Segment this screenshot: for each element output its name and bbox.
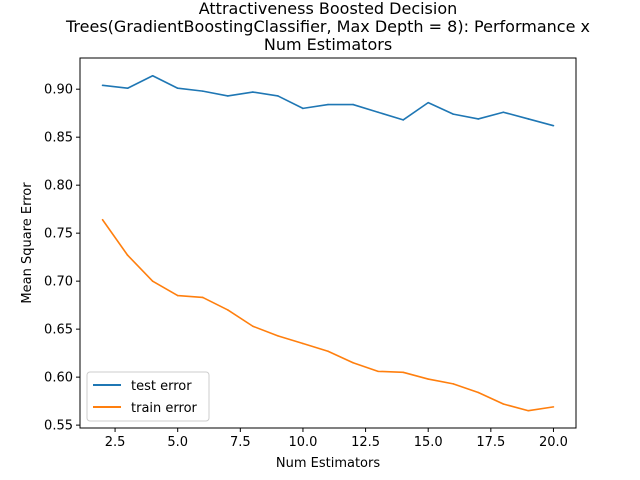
x-axis-label: Num Estimators — [276, 456, 380, 471]
data-point-train-error — [327, 350, 329, 353]
y-axis: 0.55 0.60 0.65 0.70 0.75 0.80 0.85 0.90 — [44, 83, 80, 434]
x-tick-label: 15.0 — [414, 435, 443, 450]
data-point-test-error — [101, 84, 104, 87]
data-point-train-error — [402, 371, 404, 374]
data-point-train-error — [502, 403, 505, 405]
data-point-test-error — [277, 95, 279, 97]
data-point-train-error — [302, 342, 304, 345]
plot-area — [79, 57, 577, 429]
data-point-train-error — [352, 361, 354, 364]
data-point-train-error — [452, 383, 455, 385]
data-point-train-error — [226, 309, 229, 311]
data-point-train-error — [377, 370, 379, 373]
data-point-test-error — [552, 124, 555, 127]
plot-background — [80, 58, 576, 428]
y-tick-label: 0.65 — [44, 323, 73, 338]
data-point-train-error — [176, 294, 179, 297]
data-point-train-error — [277, 335, 279, 337]
chart-title-line-1: Attractiveness Boosted Decision — [199, 0, 458, 18]
y-axis-label: Mean Square Error — [20, 182, 35, 304]
y-tick-label: 0.85 — [44, 131, 73, 146]
data-point-test-error — [527, 118, 530, 120]
data-point-train-error — [201, 296, 204, 299]
data-point-train-error — [477, 391, 480, 394]
data-point-test-error — [477, 118, 480, 120]
y-tick-label: 0.75 — [44, 227, 73, 242]
chart-title: Attractiveness Boosted Decision Trees(Gr… — [65, 0, 590, 54]
data-point-test-error — [126, 87, 129, 90]
y-tick-label: 0.70 — [44, 275, 73, 290]
data-point-test-error — [452, 113, 455, 115]
x-axis: 2.5 5.0 7.5 10.0 12.5 15.0 17.5 20.0 — [105, 428, 568, 450]
x-tick-label: 12.5 — [351, 435, 380, 450]
x-tick-label: 5.0 — [167, 435, 188, 450]
x-tick-label: 17.5 — [476, 435, 505, 450]
chart-title-line-2: Trees(GradientBoostingClassifier, Max De… — [65, 17, 590, 36]
legend: test error train error — [86, 371, 210, 422]
y-tick-label: 0.90 — [44, 83, 73, 98]
data-point-train-error — [252, 325, 254, 328]
data-point-test-error — [327, 103, 329, 106]
data-point-test-error — [352, 103, 354, 106]
legend-label-test-error: test error — [131, 379, 192, 394]
data-point-train-error — [552, 406, 555, 408]
y-tick-label: 0.80 — [44, 179, 73, 194]
chart-title-line-3: Num Estimators — [264, 35, 392, 54]
x-tick-label: 20.0 — [539, 435, 568, 450]
data-point-test-error — [226, 95, 229, 97]
data-point-test-error — [151, 74, 154, 77]
y-tick-label: 0.60 — [44, 371, 73, 386]
x-tick-label: 10.0 — [288, 435, 317, 450]
data-point-test-error — [252, 91, 254, 93]
y-tick-label: 0.55 — [44, 419, 73, 434]
data-point-test-error — [377, 111, 379, 114]
data-point-test-error — [201, 90, 204, 92]
data-point-train-error — [527, 409, 530, 412]
data-point-train-error — [151, 280, 154, 282]
plot-frame — [79, 57, 577, 429]
data-point-train-error — [427, 378, 430, 380]
data-point-test-error — [502, 111, 505, 114]
data-point-train-error — [101, 218, 104, 221]
data-point-test-error — [427, 101, 430, 104]
series-layer — [101, 74, 555, 412]
data-point-test-error — [402, 119, 404, 121]
data-point-test-error — [176, 87, 179, 90]
data-point-train-error — [126, 254, 129, 257]
data-point-test-error — [302, 107, 304, 110]
legend-label-train-error: train error — [131, 401, 198, 416]
x-tick-label: 2.5 — [105, 435, 126, 450]
x-tick-label: 7.5 — [230, 435, 251, 450]
